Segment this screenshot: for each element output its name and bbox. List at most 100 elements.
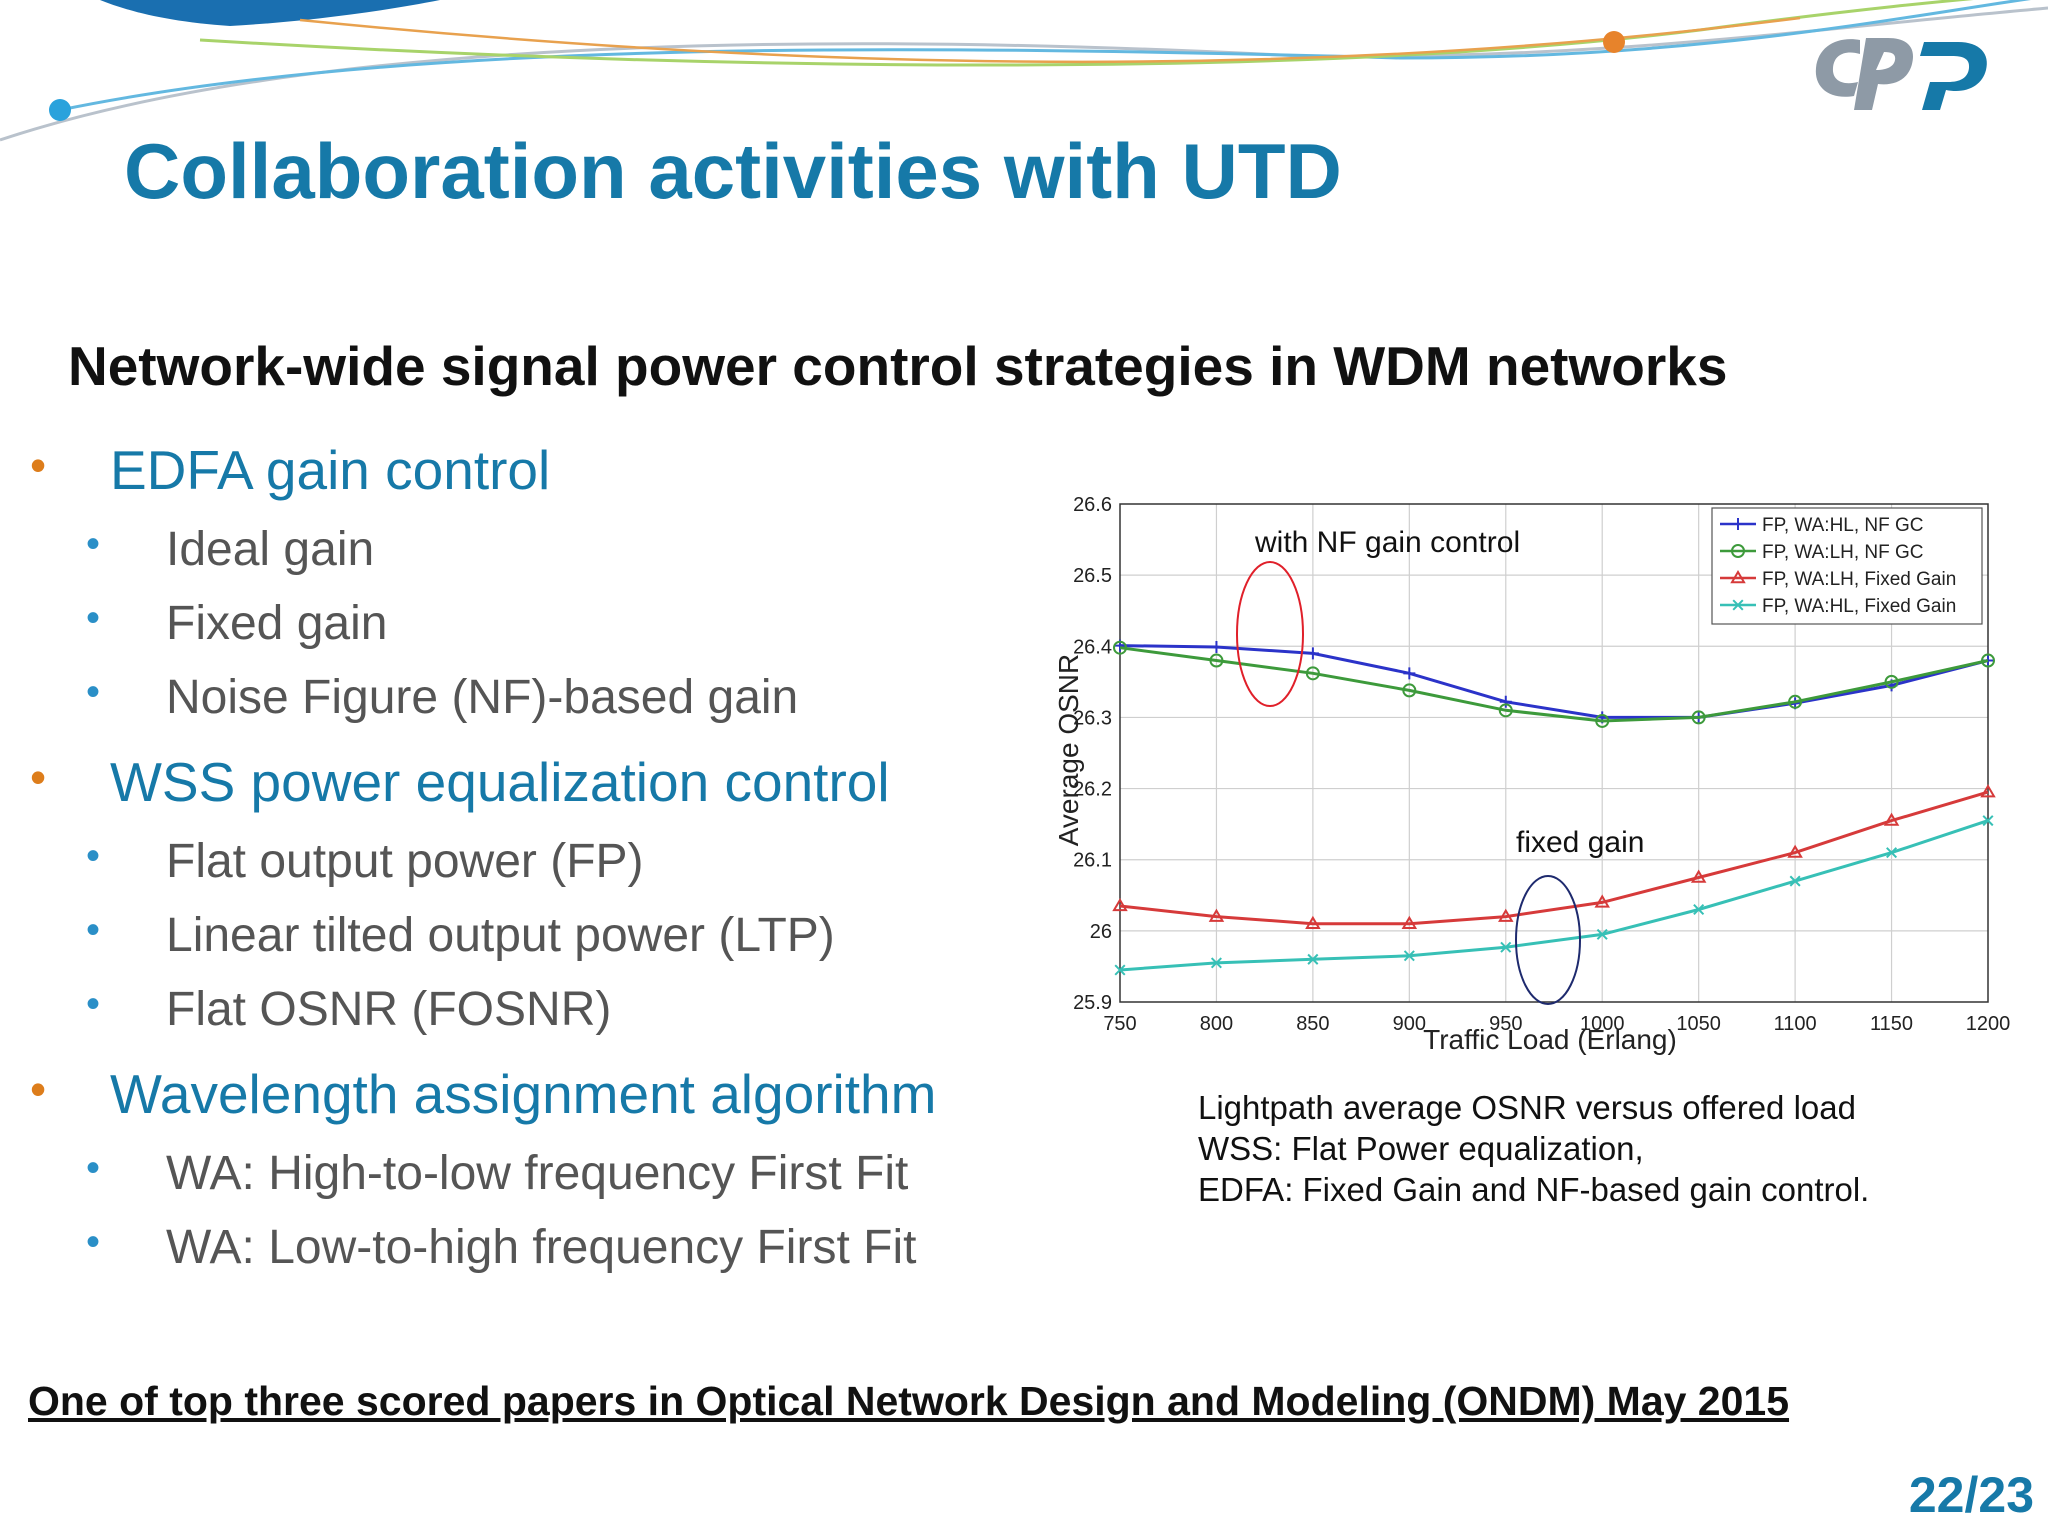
data-point xyxy=(1112,897,1128,912)
section-heading: EDFA gain control xyxy=(110,439,551,501)
list-item: WA: High-to-low frequency First Fit xyxy=(166,1147,909,1200)
data-point xyxy=(1787,844,1803,858)
legend-swatch-marker xyxy=(1732,599,1744,611)
section-heading: Wavelength assignment algorithm xyxy=(110,1063,937,1125)
y-tick-label: 26.4 xyxy=(1073,636,1112,658)
data-point xyxy=(1596,928,1608,940)
list-item: WA: Low-to-high frequency First Fit xyxy=(166,1221,917,1274)
y-tick-label: 26 xyxy=(1090,921,1112,943)
data-point xyxy=(1305,666,1320,681)
x-tick-label: 1000 xyxy=(1580,1013,1625,1035)
y-tick-label: 26.3 xyxy=(1073,707,1112,729)
data-point xyxy=(1690,869,1707,883)
data-point xyxy=(1305,915,1321,929)
data-point xyxy=(1981,653,1995,668)
legend-entry: FP, WA:HL, Fixed Gain xyxy=(1762,596,1956,617)
cpqd-logo-icon xyxy=(1815,38,1987,110)
y-axis-label: Average OSNR xyxy=(1053,654,1084,846)
list-item: Linear tilted output power (LTP) xyxy=(166,909,835,962)
bullet-list: • EDFA gain control • Ideal gain • Fixed… xyxy=(0,0,1020,1300)
data-point xyxy=(1982,815,1994,827)
data-point xyxy=(1500,941,1512,953)
x-tick-label: 800 xyxy=(1200,1013,1233,1035)
x-tick-labels: 750 800 850 900 950 1000 1050 1100 1150 1200 xyxy=(1103,1013,2010,1035)
caption-line: WSS: Flat Power equalization, xyxy=(1198,1130,1644,1167)
data-point xyxy=(1307,953,1319,965)
series-line xyxy=(1119,790,1989,926)
data-point xyxy=(1693,904,1705,916)
data-point xyxy=(1210,957,1222,969)
data-series xyxy=(1112,639,1996,976)
x-tick-label: 950 xyxy=(1489,1013,1522,1035)
data-point xyxy=(1980,784,1996,798)
legend: FP, WA:HL, NF GC FP, WA:LH, NF GC FP, WA:L… xyxy=(1711,507,1983,625)
bullet-marker: • xyxy=(86,670,101,714)
data-point xyxy=(1402,683,1417,698)
y-tick-labels: 25.9 26 26.1 26.2 26.3 26.4 26.5 26.6 xyxy=(1073,494,1112,1014)
bullet-marker: • xyxy=(86,908,101,952)
header-decoration xyxy=(0,0,2048,142)
bullet-marker: • xyxy=(86,522,101,566)
bullet-marker: • xyxy=(30,751,47,803)
bullet-marker: • xyxy=(86,1220,101,1264)
caption-line: Lightpath average OSNR versus offered lo… xyxy=(1198,1089,1856,1126)
data-point xyxy=(1209,653,1224,668)
x-tick-label: 1050 xyxy=(1676,1013,1721,1035)
bullet-marker: • xyxy=(30,439,47,491)
data-point xyxy=(1114,964,1126,976)
x-tick-label: 1200 xyxy=(1966,1013,2011,1035)
data-point xyxy=(1594,894,1610,908)
bullet-marker: • xyxy=(30,1063,47,1115)
annotation-ellipse xyxy=(1236,561,1304,707)
annotations: with NF gain control fixed gain xyxy=(1236,526,1644,1005)
legend-swatch-marker xyxy=(1732,518,1744,530)
x-tick-label: 750 xyxy=(1103,1013,1136,1035)
series-group xyxy=(1112,784,1996,929)
y-tick-label: 26.5 xyxy=(1073,565,1112,587)
series-line xyxy=(1119,819,1989,972)
annotation-label: fixed gain xyxy=(1516,826,1644,859)
slide-title: Collaboration activities with UTD xyxy=(124,127,1342,215)
section-heading: WSS power equalization control xyxy=(110,751,890,813)
bullet-marker: • xyxy=(86,982,101,1026)
data-point xyxy=(1788,694,1803,709)
bullet-marker: • xyxy=(86,1146,101,1190)
data-point xyxy=(1113,640,1127,655)
list-item: Fixed gain xyxy=(166,597,388,650)
x-tick-label: 850 xyxy=(1296,1013,1329,1035)
data-point xyxy=(1691,710,1706,725)
data-point xyxy=(1403,667,1416,680)
osnr-line-chart: 25.9 26 26.1 26.2 26.3 26.4 26.5 26.6 750 800 850… xyxy=(1053,494,2010,1055)
caption-line: EDFA: Fixed Gain and NF-based gain contr… xyxy=(1198,1171,1870,1208)
award-footnote: One of top three scored papers in Optica… xyxy=(28,1378,1790,1424)
legend-swatch-marker xyxy=(1731,544,1745,558)
x-tick-label: 900 xyxy=(1393,1013,1426,1035)
series-line xyxy=(1119,644,1989,719)
data-point xyxy=(1883,812,1900,826)
data-point xyxy=(1210,640,1223,653)
annotation-label: with NF gain control xyxy=(1254,526,1520,559)
series-group xyxy=(1113,640,1995,728)
list-item: Flat OSNR (FOSNR) xyxy=(166,983,612,1036)
data-point xyxy=(1884,674,1899,689)
series-line xyxy=(1119,646,1989,723)
legend-swatch-marker xyxy=(1730,570,1746,584)
x-tick-label: 1100 xyxy=(1774,1013,1817,1035)
page-number: 22/23 xyxy=(1908,1467,2034,1523)
data-point xyxy=(1401,915,1418,929)
data-point xyxy=(1498,908,1514,922)
legend-entry: FP, WA:HL, NF GC xyxy=(1762,515,1924,536)
y-tick-label: 26.6 xyxy=(1073,494,1112,516)
legend-box xyxy=(1711,507,1983,625)
list-item: Ideal gain xyxy=(166,523,375,576)
legend-entry: FP, WA:LH, NF GC xyxy=(1762,542,1924,563)
x-tick-label: 1150 xyxy=(1870,1013,1913,1035)
data-point xyxy=(1403,950,1415,962)
y-tick-label: 25.9 xyxy=(1073,992,1112,1014)
data-point xyxy=(1306,647,1319,660)
chart-caption: Lightpath average OSNR versus offered lo… xyxy=(1198,1087,1869,1210)
list-item: Noise Figure (NF)-based gain xyxy=(166,671,799,724)
annotation-ellipse xyxy=(1515,875,1581,1005)
legend-entry: FP, WA:LH, Fixed Gain xyxy=(1762,569,1956,590)
